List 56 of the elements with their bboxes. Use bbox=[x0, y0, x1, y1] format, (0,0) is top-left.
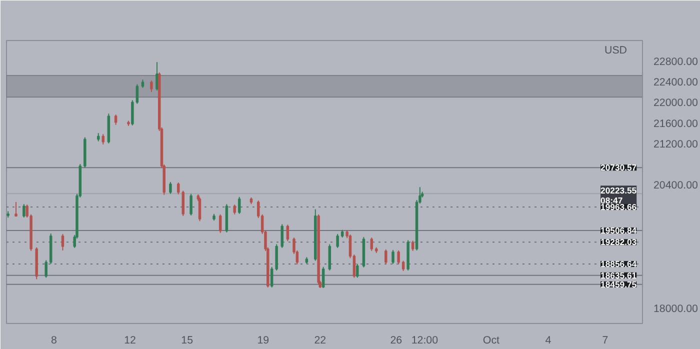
candlestick bbox=[177, 182, 180, 195]
y-tick-label: 22400.00 bbox=[654, 76, 698, 89]
ref-line-label: 18856.64 bbox=[600, 258, 637, 269]
candlestick bbox=[328, 244, 332, 271]
candlestick bbox=[218, 214, 222, 234]
candlestick bbox=[280, 224, 284, 248]
candlestick bbox=[102, 134, 104, 145]
candlestick bbox=[114, 114, 118, 126]
y-tick-label: 20400.00 bbox=[654, 180, 698, 192]
candlestick bbox=[22, 204, 26, 218]
y-tick-label: 21200.00 bbox=[654, 138, 698, 150]
x-tick-label: 4 bbox=[545, 334, 552, 346]
candlestick bbox=[238, 196, 241, 214]
x-tick-label: 7 bbox=[602, 334, 608, 346]
ref-line-label: 18635.61 bbox=[600, 270, 637, 280]
x-tick-label: 12 bbox=[124, 334, 136, 346]
y-axis-title: USD bbox=[604, 44, 628, 56]
candlestick bbox=[150, 80, 153, 92]
candlestick bbox=[182, 190, 184, 216]
candlestick bbox=[402, 260, 405, 272]
candlestick bbox=[392, 249, 394, 264]
candlestick bbox=[169, 182, 172, 194]
x-tick-label: 15 bbox=[181, 334, 194, 346]
y-tick-label: 22000.00 bbox=[654, 97, 698, 110]
candlestick bbox=[397, 250, 400, 265]
candlestick bbox=[275, 244, 278, 271]
candlestick bbox=[384, 248, 388, 265]
candlestick bbox=[136, 84, 139, 104]
x-tick-label: 26 bbox=[390, 334, 402, 346]
candlestick bbox=[190, 193, 192, 216]
y-tick-label: 22800.00 bbox=[654, 56, 698, 68]
ref-line-label: 19506.84 bbox=[600, 226, 637, 236]
y-tick-label: 21600.00 bbox=[654, 118, 698, 130]
candlestick bbox=[61, 233, 64, 251]
ref-line-label: 20730.57 bbox=[600, 162, 637, 173]
y-tick-label: 18000.00 bbox=[654, 303, 698, 316]
candlestick bbox=[156, 62, 158, 91]
candlestick bbox=[336, 233, 339, 248]
candlestick bbox=[131, 100, 134, 126]
candlestick bbox=[411, 240, 414, 252]
x-tick-label: 22 bbox=[314, 334, 326, 346]
x-tick-label: 12:00 bbox=[411, 334, 438, 346]
candlestick bbox=[198, 196, 202, 222]
candlestick bbox=[233, 204, 236, 215]
x-tick-label: 8 bbox=[51, 334, 58, 346]
x-tick-label: Oct bbox=[482, 334, 500, 346]
candlestick bbox=[44, 260, 48, 278]
candlestick bbox=[370, 237, 373, 252]
candlestick bbox=[286, 224, 290, 242]
candlestick bbox=[322, 266, 325, 288]
x-tick-label: 19 bbox=[257, 334, 270, 346]
candlestick bbox=[356, 263, 359, 278]
candlestick bbox=[270, 266, 274, 288]
candlestick bbox=[14, 202, 18, 217]
ref-line-label: 19282.03 bbox=[600, 237, 637, 248]
ref-line-label: 18459.75 bbox=[600, 279, 637, 290]
